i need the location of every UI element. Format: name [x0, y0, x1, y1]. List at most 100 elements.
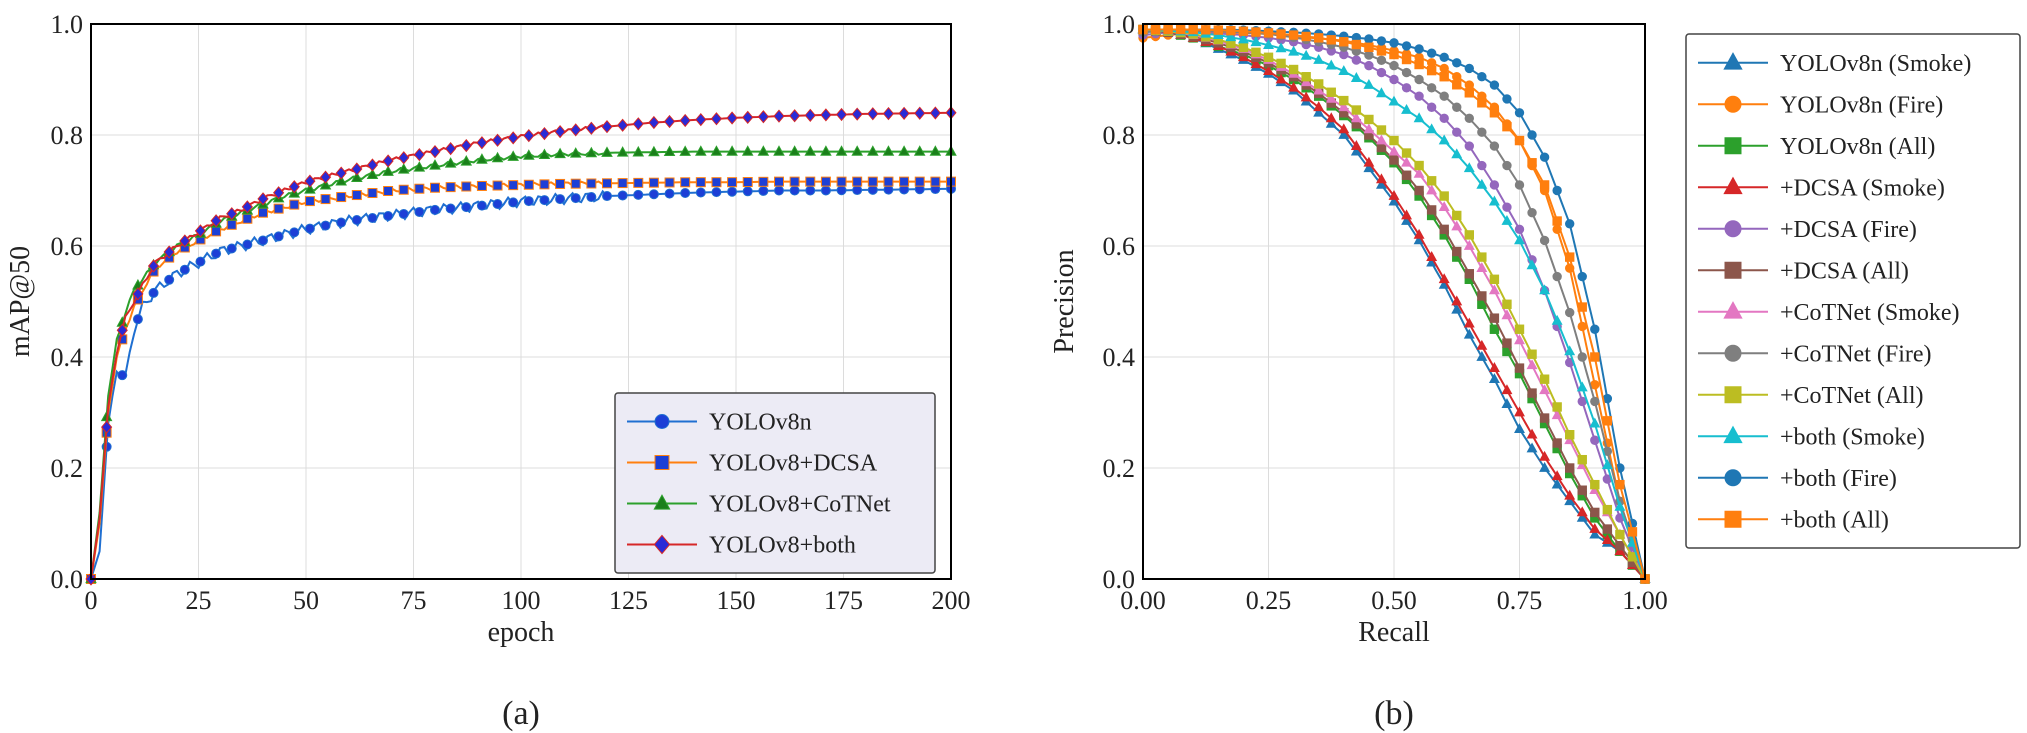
- b-legend-marker-dcsa-all: [1724, 261, 1742, 279]
- b-point-cotnet-smoke-19: [1375, 134, 1387, 145]
- b-legend-label-yolov8n-all: YOLOv8n (All): [1780, 134, 1935, 160]
- b-point-dcsa-fire-23: [1426, 102, 1437, 112]
- a-point-yolov8-both-37: [663, 114, 676, 129]
- a-legend-label-yolov8n: YOLOv8n: [709, 410, 812, 436]
- b-legend-marker-cotnet-fire: [1724, 344, 1742, 362]
- a-legend-item-yolov8-dcsa: YOLOv8+DCSA: [627, 451, 878, 477]
- a-point-yolov8-dcsa-49: [852, 176, 863, 187]
- b-point-dcsa-smoke-35: [1576, 506, 1588, 517]
- a-point-yolov8-cotnet-35: [632, 145, 645, 157]
- a-point-yolov8-dcsa-15: [320, 194, 331, 205]
- a-point-yolov8-dcsa-20: [398, 184, 409, 195]
- a-y-tick-0-0: 0.0: [51, 565, 84, 594]
- b-point-dcsa-all-30: [1514, 363, 1525, 373]
- a-point-yolov8-cotnet-38: [679, 145, 691, 156]
- b-point-dcsa-fire-24: [1439, 113, 1449, 124]
- a-point-yolov8n-41: [727, 186, 738, 197]
- b-point-cotnet-all-19: [1376, 125, 1387, 135]
- b-point-both-all-10: [1263, 28, 1274, 38]
- a-point-yolov8-dcsa-29: [539, 179, 550, 190]
- a-point-yolov8-both-39: [695, 112, 707, 127]
- a-point-yolov8n-33: [602, 191, 612, 202]
- b-point-both-all-15: [1326, 35, 1336, 45]
- a-point-yolov8-dcsa-18: [367, 188, 378, 199]
- b-point-both-smoke-19: [1375, 87, 1387, 98]
- b-point-yolov8n-fire-35: [1577, 321, 1587, 332]
- b-legend-marker-dcsa-smoke: [1723, 176, 1743, 195]
- a-point-yolov8-cotnet-42: [741, 145, 754, 156]
- a-point-yolov8-both-4: [147, 259, 160, 273]
- b-point-both-smoke-22: [1413, 112, 1425, 123]
- a-point-yolov8-cotnet-14: [304, 183, 316, 194]
- b-point-cotnet-smoke-26: [1463, 239, 1475, 250]
- a-point-yolov8-both-3: [132, 287, 144, 301]
- b-point-cotnet-all-29: [1502, 299, 1512, 309]
- b-point-both-all-39: [1627, 527, 1638, 537]
- a-point-yolov8-dcsa-54: [930, 176, 941, 187]
- b-point-both-all-31: [1527, 158, 1537, 168]
- a-point-yolov8-dcsa-33: [602, 178, 612, 189]
- b-legend-item-dcsa-all: +DCSA (All): [1698, 258, 1909, 284]
- b-point-dcsa-all-29: [1502, 338, 1512, 348]
- a-legend-marker-yolov8n: [654, 414, 670, 429]
- b-point-both-all-8: [1238, 26, 1249, 36]
- a-point-yolov8-dcsa-40: [711, 177, 722, 188]
- a-point-yolov8n-14: [304, 223, 315, 234]
- b-point-cotnet-fire-35: [1577, 352, 1587, 362]
- a-point-yolov8n-26: [492, 199, 503, 210]
- b-point-both-fire-36: [1590, 324, 1600, 334]
- a-legend-marker-yolov8-cotnet: [653, 494, 671, 510]
- a-point-yolov8-cotnet-25: [476, 153, 488, 164]
- a-point-yolov8-both-26: [491, 133, 504, 147]
- a-point-yolov8-cotnet-32: [585, 146, 598, 158]
- a-point-yolov8-both-6: [179, 234, 191, 248]
- a-point-yolov8n-30: [555, 194, 566, 205]
- a-point-yolov8n-23: [445, 203, 456, 214]
- b-point-both-smoke-30: [1514, 234, 1525, 245]
- b-point-dcsa-smoke-32: [1539, 450, 1551, 461]
- a-x-tick-50: 50: [293, 586, 319, 615]
- b-point-cotnet-all-36: [1590, 479, 1600, 490]
- a-point-yolov8n-31: [570, 193, 581, 204]
- b-point-dcsa-smoke-8: [1237, 51, 1249, 62]
- a-point-yolov8n-45: [789, 185, 800, 196]
- b-point-dcsa-fire-26: [1464, 141, 1475, 151]
- a-point-yolov8-cotnet-41: [726, 145, 738, 156]
- b-point-dcsa-smoke-31: [1526, 428, 1538, 439]
- b-point-both-fire-35: [1577, 271, 1587, 282]
- b-legend-item-both-all: +both (All): [1698, 507, 1889, 533]
- a-point-yolov8-cotnet-24: [460, 155, 473, 166]
- a-point-yolov8-both-9: [226, 207, 238, 221]
- a-point-yolov8-cotnet-33: [601, 146, 613, 157]
- a-point-yolov8-cotnet-45: [788, 145, 801, 156]
- a-point-yolov8-both-19: [382, 154, 394, 168]
- b-point-yolov8n-fire-26: [1464, 80, 1475, 90]
- b-point-both-smoke-16: [1338, 65, 1350, 76]
- a-point-yolov8-dcsa-45: [789, 176, 800, 187]
- a-point-yolov8n-48: [836, 185, 847, 196]
- b-point-both-all-19: [1376, 46, 1387, 56]
- b-point-yolov8n-smoke-15: [1325, 117, 1337, 128]
- b-point-both-all-3: [1175, 24, 1186, 35]
- b-point-both-smoke-35: [1576, 381, 1588, 392]
- a-series-yolov8-dcsa: [86, 176, 956, 584]
- b-point-yolov8n-smoke-33: [1551, 478, 1563, 489]
- b-point-both-smoke-23: [1426, 123, 1438, 134]
- b-legend-item-yolov8n-all: YOLOv8n (All): [1698, 134, 1935, 160]
- b-point-dcsa-all-20: [1389, 155, 1399, 165]
- b-y-tick-0-2: 0.2: [1103, 454, 1136, 483]
- a-point-yolov8-both-43: [757, 110, 769, 124]
- a-point-yolov8-both-33: [601, 120, 613, 134]
- a-point-yolov8-both-13: [288, 180, 300, 194]
- a-point-yolov8-cotnet-27: [507, 150, 519, 161]
- a-point-yolov8-both-16: [335, 166, 347, 180]
- b-point-both-smoke-36: [1589, 417, 1601, 428]
- b-point-dcsa-all-19: [1376, 142, 1387, 153]
- b-point-cotnet-all-9: [1251, 47, 1261, 58]
- a-point-yolov8n-25: [476, 200, 487, 211]
- a-point-yolov8n-43: [758, 185, 769, 196]
- a-point-yolov8-cotnet-54: [929, 145, 942, 156]
- b-point-both-all-30: [1514, 135, 1525, 146]
- b-point-cotnet-all-23: [1426, 176, 1437, 186]
- panel-b-chart: 0.00 0.25 0.50 0.75 1.00 0.0 0.2 0.4 0.6 0.8 1.0 R…: [1049, 10, 2021, 732]
